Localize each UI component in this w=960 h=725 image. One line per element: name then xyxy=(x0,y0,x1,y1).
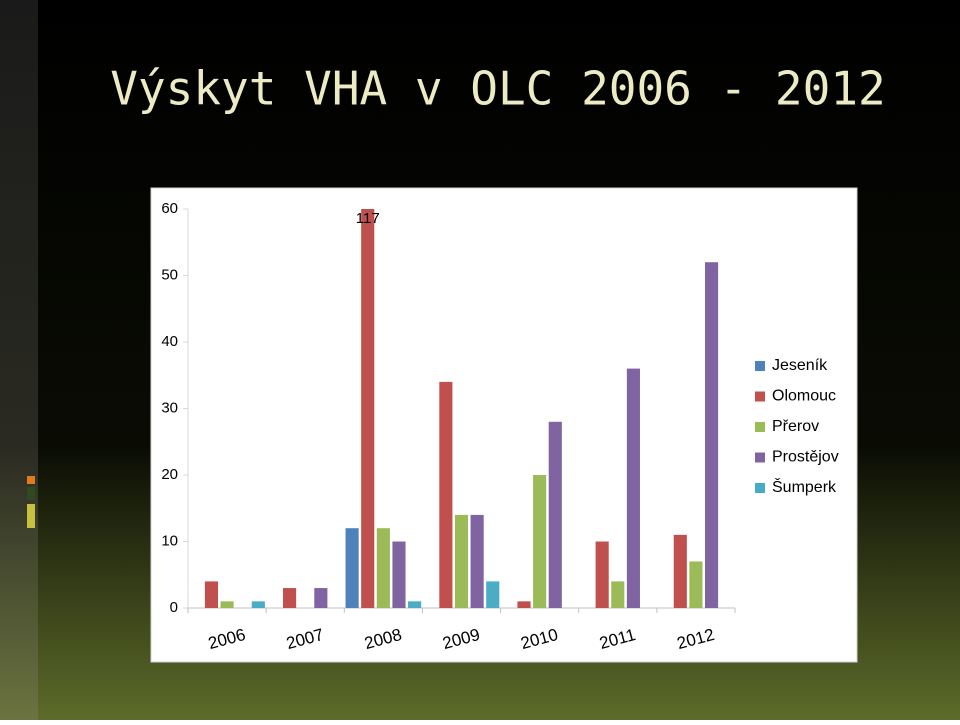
decor xyxy=(27,504,35,528)
chart-panel xyxy=(150,187,858,663)
legend-label: Prostějov xyxy=(772,449,839,466)
bar xyxy=(626,368,640,608)
decor xyxy=(27,476,35,484)
bar xyxy=(704,262,719,608)
legend-swatch xyxy=(755,483,765,493)
bar xyxy=(408,601,422,608)
legend-swatch xyxy=(755,361,765,371)
y-tick-label: 40 xyxy=(161,333,178,350)
bar xyxy=(376,528,390,608)
y-tick-label: 50 xyxy=(161,266,178,283)
y-tick-label: 0 xyxy=(170,599,178,616)
legend-label: Šumperk xyxy=(772,477,837,496)
slide-title: Výskyt VHA v OLC 2006 - 2012 xyxy=(110,62,885,116)
y-tick-label: 30 xyxy=(161,399,178,416)
bar xyxy=(517,601,531,608)
legend-swatch xyxy=(755,391,765,402)
bar xyxy=(392,541,406,608)
bar xyxy=(611,581,625,608)
bar xyxy=(470,514,484,608)
bar xyxy=(595,541,609,608)
bar xyxy=(345,528,359,608)
bar xyxy=(283,588,297,608)
bar xyxy=(251,601,265,608)
y-tick-label: 10 xyxy=(161,532,178,549)
legend-swatch xyxy=(755,452,765,463)
bar xyxy=(204,581,219,608)
bar xyxy=(486,581,500,608)
y-tick-label: 60 xyxy=(161,200,178,217)
legend-label: Olomouc xyxy=(772,388,836,405)
legend-swatch xyxy=(755,422,765,432)
bar xyxy=(689,561,703,608)
y-tick-label: 20 xyxy=(161,466,178,483)
plot-area xyxy=(204,209,719,608)
bar xyxy=(314,588,328,608)
decor xyxy=(27,487,35,500)
legend-label: Jeseník xyxy=(772,357,828,374)
bar xyxy=(439,381,453,608)
bar xyxy=(361,209,375,608)
data-label: 117 xyxy=(356,210,380,227)
bar xyxy=(548,421,562,608)
bar xyxy=(454,514,469,608)
legend-label: Přerov xyxy=(772,418,819,435)
bar xyxy=(673,534,687,608)
side-stripe xyxy=(0,0,38,720)
bar xyxy=(533,475,547,608)
bar xyxy=(220,601,234,608)
